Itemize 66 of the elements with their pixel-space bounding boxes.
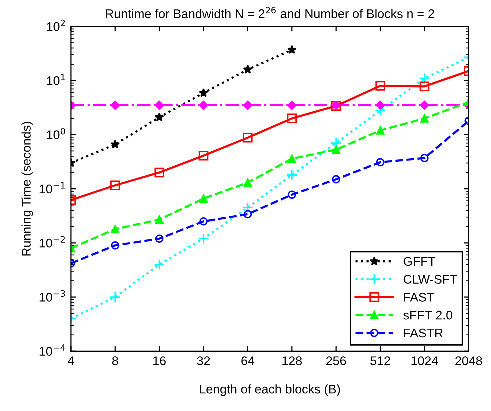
y-tick-label: 10$^{−2}$ (40, 236, 66, 248)
point (288, 190, 296, 200)
point (376, 126, 385, 135)
x-tick-label: 8 (112, 356, 118, 366)
y-tick-label: 10$^{1}$ (47, 74, 66, 86)
point (111, 241, 120, 250)
point (376, 158, 385, 167)
point (420, 100, 430, 110)
x-tick-label: 4 (68, 356, 74, 366)
point (110, 140, 120, 149)
x-tick-label: 64 (242, 356, 255, 366)
legend-label: FASTR (404, 328, 443, 338)
chart-title: Runtime for Bandwidth N = 2$^{26}$ and Number of Blocks n = 2 (106, 7, 434, 18)
point (332, 146, 340, 154)
point (155, 216, 164, 224)
point (154, 259, 166, 270)
point (243, 133, 253, 143)
x-tick-label: 128 (282, 356, 302, 366)
y-tick-label: 10$^{−3}$ (40, 290, 66, 302)
y-axis-title: Running Time (seconds) (22, 122, 34, 256)
point (154, 112, 164, 122)
point (286, 170, 298, 181)
x-tick-label: 256 (326, 356, 346, 366)
point (420, 154, 429, 162)
x-tick-label: 512 (370, 356, 390, 366)
legend-label: sFFT 2.0 (404, 310, 453, 320)
point (243, 100, 253, 110)
x-tick-label: 2048 (456, 356, 482, 366)
x-tick-label: 32 (197, 356, 210, 366)
y-tick-label: 10$^{−1}$ (40, 182, 66, 194)
point (155, 234, 164, 244)
point (244, 178, 252, 188)
legend-label: GFFT (404, 257, 436, 266)
point (198, 233, 210, 244)
point (376, 81, 386, 91)
point (244, 210, 252, 219)
point (419, 73, 430, 84)
legend-label: FAST (404, 293, 434, 302)
point (420, 82, 430, 92)
point (111, 225, 120, 234)
point (288, 100, 297, 110)
point (154, 100, 164, 110)
y-tick-label: 10$^{0}$ (47, 128, 66, 140)
point (200, 217, 208, 226)
point (376, 100, 386, 110)
point (288, 154, 296, 164)
point (332, 175, 340, 184)
point (287, 45, 297, 54)
point (287, 114, 298, 124)
point (242, 202, 254, 214)
x-tick-label: 16 (154, 356, 166, 366)
point (110, 292, 121, 303)
point (110, 100, 120, 110)
legend-label: CLW-SFT (404, 275, 458, 284)
point (110, 180, 120, 190)
y-tick-label: 10$^{−4}$ (40, 344, 66, 356)
point (420, 114, 429, 123)
point (199, 88, 208, 98)
point (243, 64, 253, 74)
point (154, 168, 164, 178)
point (198, 151, 209, 161)
y-tick-label: 10$^{2}$ (47, 20, 66, 32)
x-tick-label: 1024 (412, 356, 438, 366)
x-axis-title: Length of each blocks (B) (200, 384, 340, 396)
point (200, 194, 208, 203)
point (199, 100, 208, 110)
